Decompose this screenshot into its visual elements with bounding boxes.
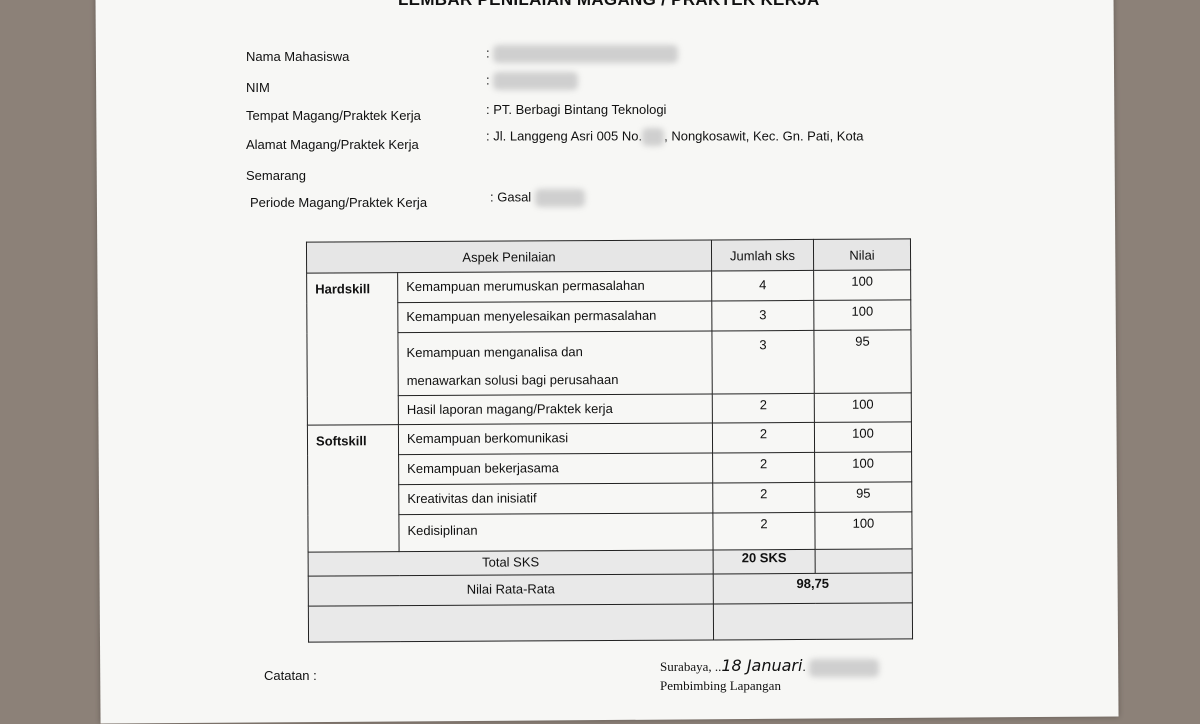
header-aspek: Aspek Penilaian [306, 239, 712, 274]
table-header-row: Aspek Penilaian Jumlah sks Nilai [306, 238, 911, 274]
sks-cell: 2 [712, 482, 815, 513]
handwritten-date: 18 Januari [721, 656, 803, 675]
table-row: Kreativitas dan inisiatif 2 95 [308, 481, 912, 515]
group-hardskill: Hardskill [306, 272, 399, 426]
table-row: Kemampuan bekerjasama 2 100 [308, 451, 912, 485]
header-sks: Jumlah sks [711, 239, 814, 271]
notes-label: Catatan : [264, 668, 317, 683]
empty-row [308, 602, 913, 643]
nilai-cell: 95 [813, 329, 912, 394]
assessment-table: Aspek Penilaian Jumlah sks Nilai Hardski… [306, 238, 913, 643]
nilai-cell: 100 [813, 299, 911, 331]
redacted-number [642, 128, 665, 146]
sks-cell: 2 [712, 393, 815, 423]
average-value: 98,75 [713, 572, 913, 604]
table-row: Softskill Kemampuan berkomunikasi 2 100 [307, 421, 912, 553]
nilai-cell: 100 [814, 451, 912, 483]
total-value: 20 SKS [713, 549, 816, 574]
average-row: Nilai Rata-Rata 98,75 [308, 572, 913, 607]
empty-cell [308, 603, 714, 643]
redacted-period [534, 189, 585, 207]
redacted-year [808, 659, 879, 678]
aspect-cell: Kreativitas dan inisiatif [398, 482, 713, 515]
average-label: Nilai Rata-Rata [308, 573, 714, 607]
field-value-nama: : [486, 45, 679, 63]
total-label: Total SKS [308, 549, 714, 577]
aspect-cell: Kemampuan menyelesaikan permasalahan [397, 300, 712, 333]
field-label-nama: Nama Mahasiswa [246, 49, 350, 64]
header-nilai: Nilai [813, 238, 911, 271]
table-row: Hasil laporan magang/Praktek kerja 2 100 [307, 392, 912, 425]
aspect-cell: Kemampuan merumuskan permasalahan [397, 270, 712, 303]
nilai-cell: 100 [814, 511, 913, 550]
field-value-periode: : Gasal [490, 189, 585, 207]
sks-cell: 2 [712, 422, 815, 453]
supervisor-label: Pembimbing Lapangan [660, 678, 781, 693]
redacted-nim [493, 72, 579, 90]
sks-cell: 4 [711, 270, 814, 301]
field-label-alamat: Alamat Magang/Praktek Kerja [246, 137, 419, 152]
nilai-cell: 95 [814, 481, 912, 513]
document-content: LEMBAR PENILAIAN MAGANG / PRAKTEK KERJA … [246, 0, 913, 693]
place-date: Surabaya, ..18 Januari. [660, 656, 879, 678]
nilai-cell: 100 [813, 269, 911, 301]
sks-cell: 2 [712, 452, 815, 483]
sks-cell: 2 [712, 512, 816, 550]
nilai-cell: 100 [814, 392, 912, 423]
field-label-kota: Semarang [246, 168, 306, 183]
total-empty-cell [815, 548, 913, 574]
aspect-cell: Kemampuan menganalisa dan menawarkan sol… [397, 330, 713, 396]
table-row: Kemampuan menyelesaikan permasalahan 3 1… [307, 299, 911, 333]
field-label-tempat: Tempat Magang/Praktek Kerja [246, 108, 421, 123]
table-row: Kedisiplinan 2 100 [308, 511, 913, 552]
document-title: LEMBAR PENILAIAN MAGANG / PRAKTEK KERJA [398, 0, 820, 10]
nilai-cell: 100 [814, 421, 912, 453]
sks-cell: 3 [711, 330, 815, 394]
sks-cell: 3 [711, 300, 814, 331]
empty-cell [713, 602, 913, 640]
field-label-nim: NIM [246, 80, 270, 95]
field-value-nim: : [486, 72, 579, 90]
aspect-cell: Kemampuan berkomunikasi [398, 422, 713, 455]
total-row: Total SKS 20 SKS [308, 548, 913, 577]
field-value-alamat: : Jl. Langgeng Asri 005 No., Nongkosawit… [486, 128, 864, 146]
field-value-tempat: : PT. Berbagi Bintang Teknologi [486, 102, 667, 117]
table-row: Hardskill Kemampuan merumuskan permasala… [306, 269, 911, 426]
aspect-cell: Hasil laporan magang/Praktek kerja [398, 393, 713, 425]
table-row: Kemampuan menganalisa dan menawarkan sol… [307, 329, 912, 396]
aspect-cell: Kemampuan bekerjasama [398, 452, 713, 485]
group-softskill: Softskill [307, 424, 400, 553]
aspect-cell: Kedisiplinan [398, 512, 714, 552]
field-label-periode: Periode Magang/Praktek Kerja [250, 195, 428, 210]
redacted-name [493, 45, 679, 63]
